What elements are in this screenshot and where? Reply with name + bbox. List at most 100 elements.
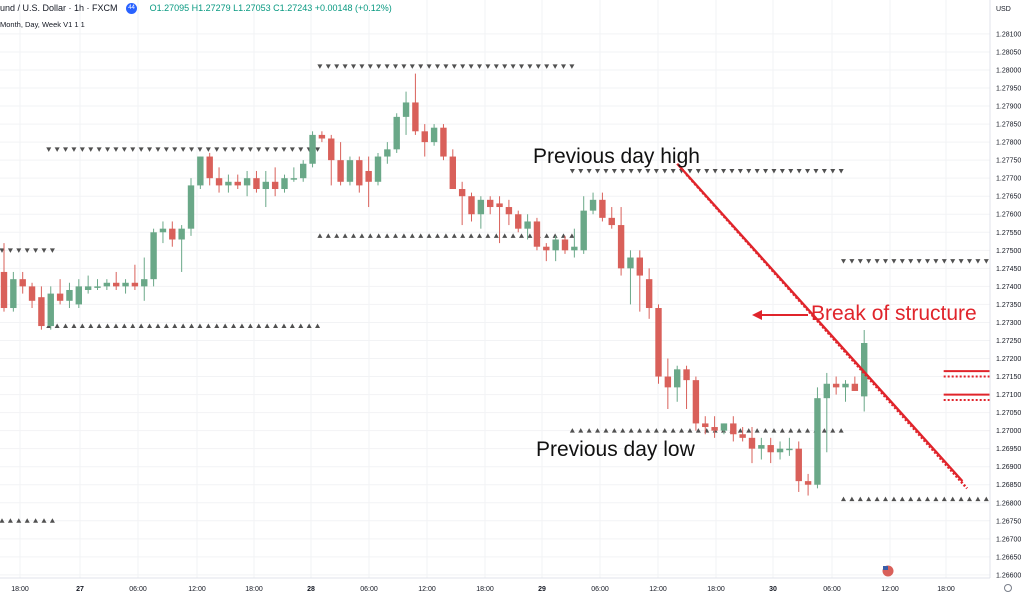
low-marker <box>163 323 169 329</box>
badge-icon[interactable]: 44 <box>126 3 138 15</box>
bear-candle <box>496 203 503 208</box>
bear-candle <box>56 293 64 301</box>
bear-candle <box>412 102 419 132</box>
high-marker <box>155 147 161 152</box>
bull-candle <box>552 239 559 251</box>
low-marker <box>746 428 752 433</box>
low-marker <box>527 233 533 238</box>
price-label: 1.27750 <box>996 158 1021 165</box>
high-marker <box>367 64 373 69</box>
bear-candle <box>543 246 550 251</box>
bear-candle <box>515 214 522 229</box>
low-marker <box>544 233 550 238</box>
bull-candle <box>47 293 54 327</box>
bull-candle <box>75 286 82 305</box>
high-marker <box>653 168 659 174</box>
high-marker <box>401 64 407 69</box>
high-marker <box>746 168 752 174</box>
bull-candle <box>141 279 148 287</box>
time-label: 12:00 <box>881 586 899 593</box>
high-marker <box>443 64 449 69</box>
price-label: 1.26950 <box>996 446 1021 453</box>
time-label: 18:00 <box>11 586 29 593</box>
high-marker <box>933 259 939 264</box>
high-marker <box>289 147 295 152</box>
bull-candle <box>402 102 410 117</box>
bear-candle <box>505 207 513 215</box>
high-marker <box>16 248 22 253</box>
bear-candle <box>468 196 475 215</box>
bull-candle <box>589 199 597 211</box>
time-axis[interactable]: 18:00 27 06:00 12:00 18:00 28 06:00 12:00 18:00 2… <box>0 565 1024 597</box>
bear-candle <box>215 178 223 186</box>
time-label: 06:00 <box>591 586 609 593</box>
high-marker <box>721 168 727 174</box>
bear-candle <box>19 279 26 287</box>
price-axis[interactable]: 1.28100 1.28050 1.28000 1.27950 1.27900 1.278… <box>989 0 1024 597</box>
bear-candle <box>599 199 606 218</box>
low-marker <box>603 428 609 433</box>
symbol-title[interactable]: und / U.S. Dollar · 1h · FXCM <box>0 3 118 13</box>
price-label: 1.27150 <box>996 374 1021 381</box>
high-marker <box>883 259 888 264</box>
bear-candle <box>561 239 569 251</box>
low-marker <box>569 233 575 238</box>
high-marker <box>502 64 508 69</box>
bear-candle <box>533 221 541 247</box>
low-marker <box>96 323 102 329</box>
previous-day-high-label: Previous day high <box>533 145 700 168</box>
time-label: 12:00 <box>649 586 667 593</box>
low-marker <box>33 518 39 523</box>
low-marker <box>49 518 55 523</box>
low-marker <box>189 323 195 329</box>
high-marker <box>899 259 905 264</box>
bear-candle <box>739 434 746 438</box>
chart-grid <box>0 0 990 578</box>
high-marker <box>941 259 947 264</box>
low-marker <box>418 233 424 238</box>
low-marker <box>289 323 295 329</box>
low-marker <box>384 233 390 238</box>
low-marker <box>451 233 457 238</box>
ohlc-readout: O1.27095 H1.27279 L1.27053 C1.27243 +0.0… <box>149 3 392 13</box>
high-marker <box>704 168 710 174</box>
high-marker <box>359 64 365 69</box>
bull-candle <box>674 369 681 388</box>
low-marker <box>7 518 13 523</box>
break-of-structure-label: Break of structure <box>811 302 977 325</box>
high-marker <box>121 147 127 152</box>
high-marker <box>46 147 52 152</box>
low-marker <box>595 428 601 433</box>
price-label: 1.27350 <box>996 302 1021 309</box>
currency-label[interactable]: USD <box>996 6 1011 13</box>
high-marker <box>662 168 668 174</box>
low-marker <box>552 233 558 238</box>
high-marker <box>351 64 356 69</box>
low-marker <box>849 496 855 502</box>
bear-candle <box>234 181 241 186</box>
bull-candle <box>776 448 784 453</box>
low-marker <box>975 496 981 502</box>
price-label: 1.26750 <box>996 518 1021 525</box>
low-marker <box>180 323 186 329</box>
indicator-legend[interactable]: Month, Day, Week V1 1 1 <box>0 20 85 29</box>
bull-candle <box>384 149 391 157</box>
bull-candle <box>842 383 849 388</box>
price-label: 1.27400 <box>996 284 1021 291</box>
high-marker <box>222 147 228 152</box>
low-marker <box>16 518 22 523</box>
high-marker <box>754 168 760 174</box>
time-label: 06:00 <box>129 586 147 593</box>
high-marker <box>779 168 785 174</box>
low-marker <box>779 428 785 433</box>
low-marker <box>317 233 323 238</box>
low-marker <box>899 496 905 502</box>
bear-candle <box>617 225 625 269</box>
bear-candle <box>253 178 260 190</box>
high-marker <box>298 147 304 152</box>
low-marker <box>359 233 365 238</box>
low-marker <box>950 496 956 502</box>
pivot-markers <box>0 64 1006 523</box>
high-marker <box>821 168 827 174</box>
